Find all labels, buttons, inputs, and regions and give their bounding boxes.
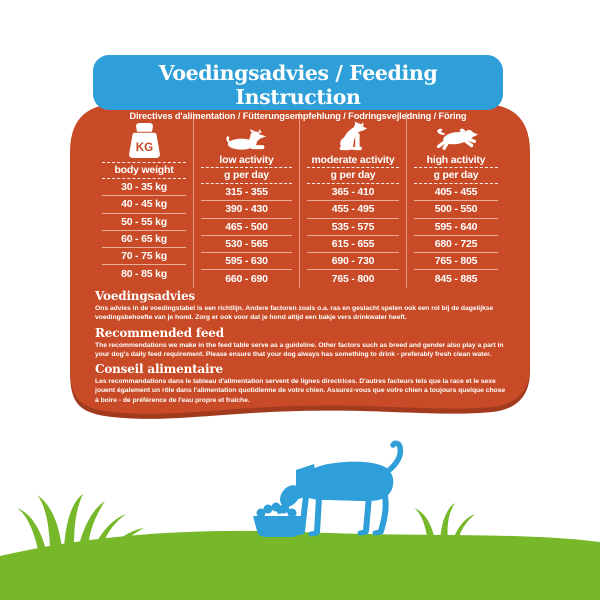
grass-tuft-right [414,503,475,544]
table-cell: 60 - 65 kg [102,231,186,249]
note-body: The recommendations we make in the feed … [95,341,504,358]
table-cell: 365 - 410 [307,184,399,202]
divider-dashed [201,167,292,168]
table-cell: 390 - 430 [201,201,292,219]
page-subtitle: Directives d'alimentation / Fütterungsem… [129,111,467,121]
note-title: Conseil alimentaire [95,362,223,377]
table-cell: 50 - 55 kg [102,214,186,231]
divider-dashed [102,178,186,179]
feeding-table: KG body weight 30 - 35 kg 40 - 45 kg 50 … [95,112,505,288]
table-cell: 680 - 725 [414,236,498,254]
column-label: body weight [114,164,174,176]
table-cell: 465 - 500 [201,219,292,236]
table-cell: 405 - 455 [414,184,498,202]
note-body: Les recommandations dans le tableau d'al… [95,378,506,404]
column-moderate-activity: moderate activity g per day 365 - 410 45… [299,112,406,288]
column-label: low activity [219,154,274,166]
table-cell: 70 - 75 kg [102,248,186,266]
divider-dashed [307,183,399,184]
note-title: Voedingsadvies [95,289,195,303]
table-cell: 500 - 550 [414,201,498,219]
header-banner: Voedingsadvies / Feeding Instruction Dir… [93,55,503,121]
dog-illustration [275,440,404,537]
table-cell: 315 - 355 [201,184,292,202]
advisory-notes: Voedingsadvies Ons advies in de voedings… [95,290,509,409]
note-body: Ons advies in de voedingstabel is een ri… [95,305,494,322]
dog-running-icon [407,112,505,154]
table-cell: 595 - 640 [414,219,498,236]
dog-neck [296,464,318,500]
table-cell: 535 - 575 [307,219,399,236]
grass-tuft-left [17,494,144,552]
table-cell: 615 - 655 [307,236,399,254]
note-dutch: Voedingsadvies Ons advies in de voedings… [95,290,509,323]
panel-orange [70,104,530,414]
dog-legs [299,485,389,535]
divider-dashed [102,162,186,163]
grass-hill [0,530,600,600]
table-cell: 80 - 85 kg [121,268,167,281]
column-unit: g per day [330,169,376,181]
table-cell: 765 - 805 [414,253,498,271]
table-cell: 30 - 35 kg [102,179,186,197]
divider-dashed [414,183,498,184]
table-cell: 455 - 495 [307,201,399,219]
table-cell: 530 - 565 [201,236,292,254]
dog-lying-icon [194,112,299,154]
table-cell: 765 - 800 [331,273,375,286]
column-high-activity: high activity g per day 405 - 455 500 - … [406,112,505,288]
dog-head [280,485,300,507]
dog-body [296,461,394,501]
dog-tail [384,440,404,475]
column-unit: g per day [224,169,269,181]
note-english: Recommended feed The recommendations we … [95,325,509,360]
table-cell: 660 - 690 [225,273,268,286]
table-cell: 690 - 730 [307,253,399,271]
table-cell: 40 - 45 kg [102,196,186,214]
note-title: Recommended feed [95,325,224,340]
table-cell: 845 - 885 [434,273,478,286]
food-bowl [253,502,304,537]
divider-dashed [414,167,498,168]
page-title: Voedingsadvies / Feeding Instruction [158,61,438,109]
column-body-weight: KG body weight 30 - 35 kg 40 - 45 kg 50 … [95,112,193,288]
divider-dashed [201,183,292,184]
note-french: Conseil alimentaire Les recommandations … [95,363,509,405]
column-low-activity: low activity g per day 315 - 355 390 - 4… [193,112,299,288]
table-cell: 595 - 630 [201,253,292,271]
column-unit: g per day [433,169,479,181]
kg-icon-text: KG [135,141,152,154]
dog-sitting-icon [300,112,406,154]
divider-dashed [307,167,399,168]
column-label: moderate activity [311,154,395,166]
weight-kg-icon: KG [95,112,193,162]
column-label: high activity [426,154,486,166]
